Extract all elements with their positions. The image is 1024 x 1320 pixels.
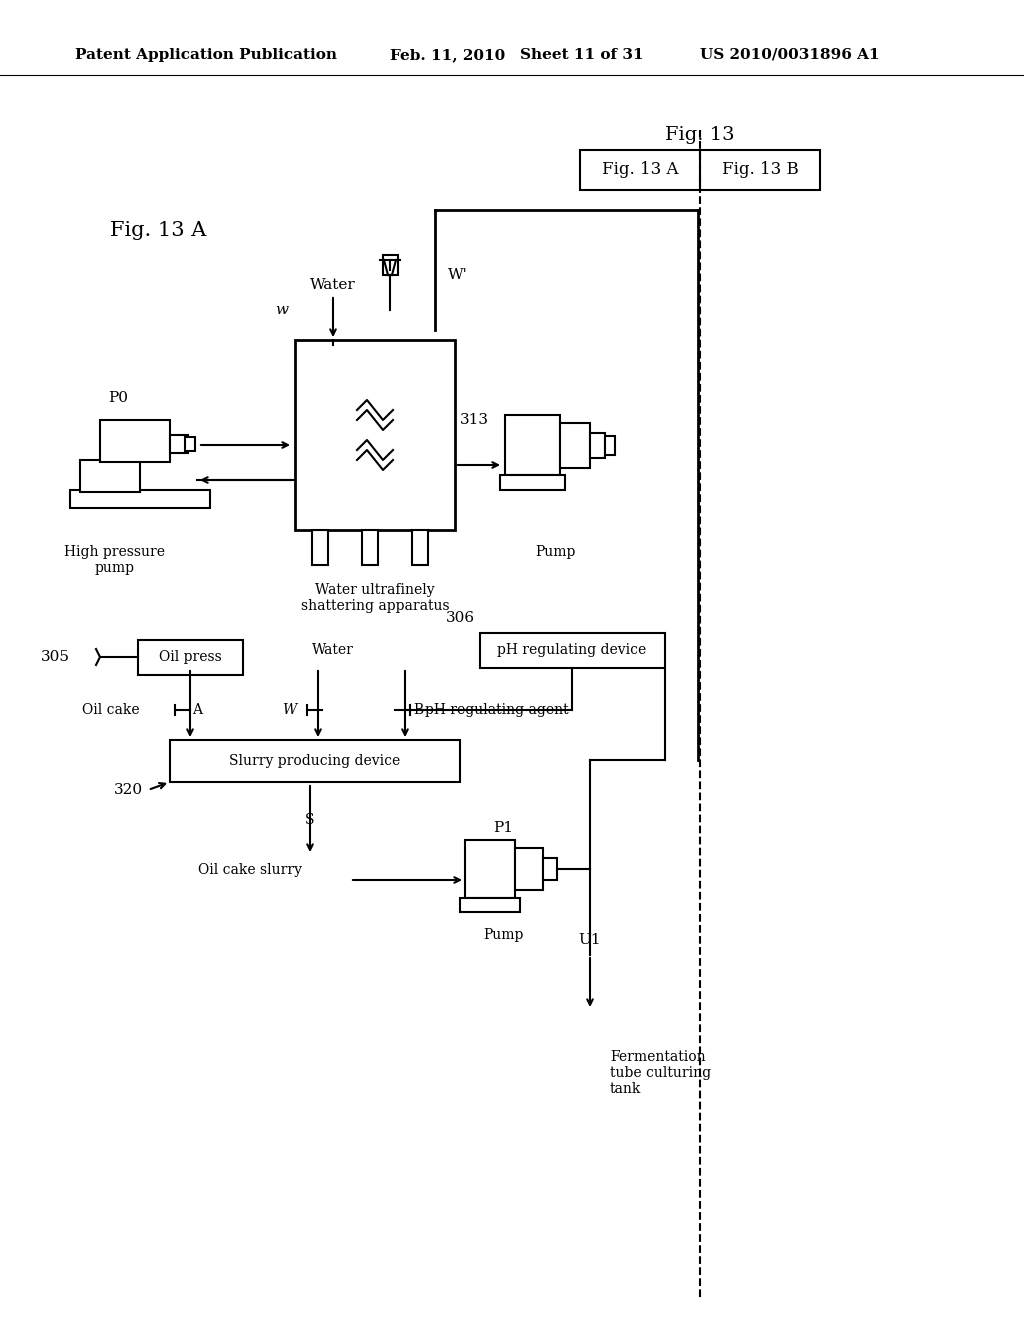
Bar: [460, 898, 520, 912]
Text: Slurry producing device: Slurry producing device: [229, 754, 400, 768]
Text: 313: 313: [460, 413, 489, 426]
Bar: [505, 414, 560, 475]
Text: Pump: Pump: [535, 545, 575, 558]
Text: P1: P1: [493, 821, 513, 836]
Bar: [480, 634, 665, 668]
Text: 320: 320: [114, 783, 143, 797]
Text: High pressure
pump: High pressure pump: [65, 545, 166, 576]
Text: W': W': [449, 268, 468, 282]
Text: 305: 305: [41, 649, 70, 664]
Text: S: S: [305, 813, 314, 828]
Text: 306: 306: [445, 611, 475, 624]
Bar: [605, 436, 615, 455]
Text: Water: Water: [312, 643, 354, 657]
Text: Fig. 13 B: Fig. 13 B: [722, 161, 799, 178]
Text: A: A: [193, 704, 202, 717]
Bar: [580, 150, 820, 190]
Bar: [412, 531, 428, 565]
Text: Fig. 13 A: Fig. 13 A: [602, 161, 678, 178]
Bar: [170, 436, 188, 453]
Text: Pump: Pump: [482, 928, 523, 942]
Bar: [515, 847, 543, 890]
Text: Fig. 13: Fig. 13: [666, 125, 735, 144]
Text: pH regulating agent: pH regulating agent: [425, 704, 568, 717]
Bar: [100, 420, 170, 462]
Text: Oil cake slurry: Oil cake slurry: [198, 863, 302, 876]
Bar: [170, 741, 460, 781]
Text: Fermentation
tube culturing
tank: Fermentation tube culturing tank: [610, 1049, 711, 1097]
Text: Water: Water: [310, 279, 355, 292]
Text: pH regulating device: pH regulating device: [498, 643, 646, 657]
Bar: [500, 475, 565, 490]
Text: W: W: [282, 704, 296, 717]
Text: Feb. 11, 2010: Feb. 11, 2010: [390, 48, 505, 62]
Text: Sheet 11 of 31: Sheet 11 of 31: [520, 48, 644, 62]
Text: Water ultrafinely
shattering apparatus: Water ultrafinely shattering apparatus: [301, 583, 450, 614]
Text: Patent Application Publication: Patent Application Publication: [75, 48, 337, 62]
Bar: [80, 459, 140, 492]
Bar: [590, 433, 605, 458]
Bar: [362, 531, 378, 565]
Text: Fig. 13 A: Fig. 13 A: [110, 220, 207, 239]
Text: Oil press: Oil press: [159, 649, 221, 664]
Text: P0: P0: [108, 391, 128, 405]
Text: B: B: [413, 704, 423, 717]
Text: Oil cake: Oil cake: [82, 704, 140, 717]
Bar: [465, 840, 515, 898]
Text: w: w: [275, 304, 288, 317]
Bar: [312, 531, 328, 565]
Text: US 2010/0031896 A1: US 2010/0031896 A1: [700, 48, 880, 62]
Bar: [543, 858, 557, 880]
Bar: [185, 437, 195, 451]
Bar: [138, 640, 243, 675]
Bar: [383, 255, 398, 275]
Bar: [295, 341, 455, 531]
Bar: [70, 490, 210, 508]
Text: U1: U1: [578, 933, 601, 946]
Bar: [560, 422, 590, 469]
